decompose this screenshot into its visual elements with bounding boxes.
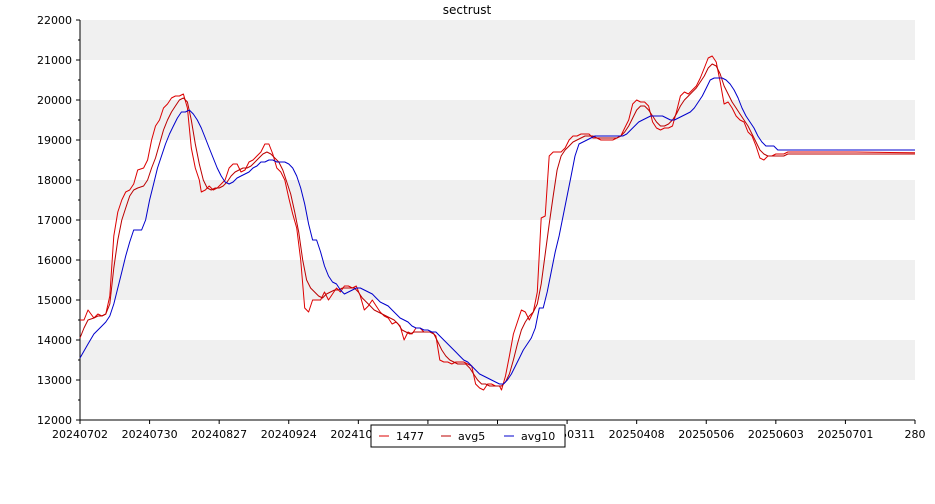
grid-band (80, 180, 915, 220)
legend-label: 1477 (396, 430, 424, 443)
x-tick-label: 20250506 (678, 428, 734, 441)
y-tick-label: 18000 (37, 174, 72, 187)
legend-label: avg5 (458, 430, 485, 443)
series-line-avg10 (79, 77, 915, 385)
x-tick-label: 20240730 (122, 428, 178, 441)
legend: 1477 avg5 avg10 (370, 424, 566, 448)
grid-band (80, 260, 915, 300)
grid-band (80, 100, 915, 140)
chart-title: sectrust (443, 3, 492, 17)
x-tick-label: 20250701 (817, 428, 873, 441)
y-tick-label: 22000 (37, 14, 72, 27)
y-tick-label: 17000 (37, 214, 72, 227)
legend-box (370, 424, 566, 448)
y-tick-label: 12000 (37, 414, 72, 427)
x-tick-label: 20240827 (191, 428, 247, 441)
y-tick-label: 13000 (37, 374, 72, 387)
y-tick-label: 20000 (37, 94, 72, 107)
y-tick-label: 19000 (37, 134, 72, 147)
x-tick-label: 20240924 (261, 428, 317, 441)
x-tick-label: 20250408 (609, 428, 665, 441)
grid-band (80, 340, 915, 380)
x-tick-label: 20240702 (52, 428, 108, 441)
y-tick-label: 15000 (37, 294, 72, 307)
y-axis: 12000 13000 14000 15000 16000 17000 18000 19000… (37, 14, 80, 427)
legend-label: avg10 (521, 430, 555, 443)
series-layer (79, 55, 916, 391)
y-tick-label: 16000 (37, 254, 72, 267)
grid-band (80, 20, 915, 60)
x-tick-label: 280 (905, 428, 926, 441)
y-tick-label: 14000 (37, 334, 72, 347)
series-line-avg5 (79, 63, 915, 387)
y-tick-label: 21000 (37, 54, 72, 67)
series-line-1477 (80, 55, 916, 391)
grid-bands (80, 20, 915, 380)
x-tick-label: 20250603 (748, 428, 804, 441)
